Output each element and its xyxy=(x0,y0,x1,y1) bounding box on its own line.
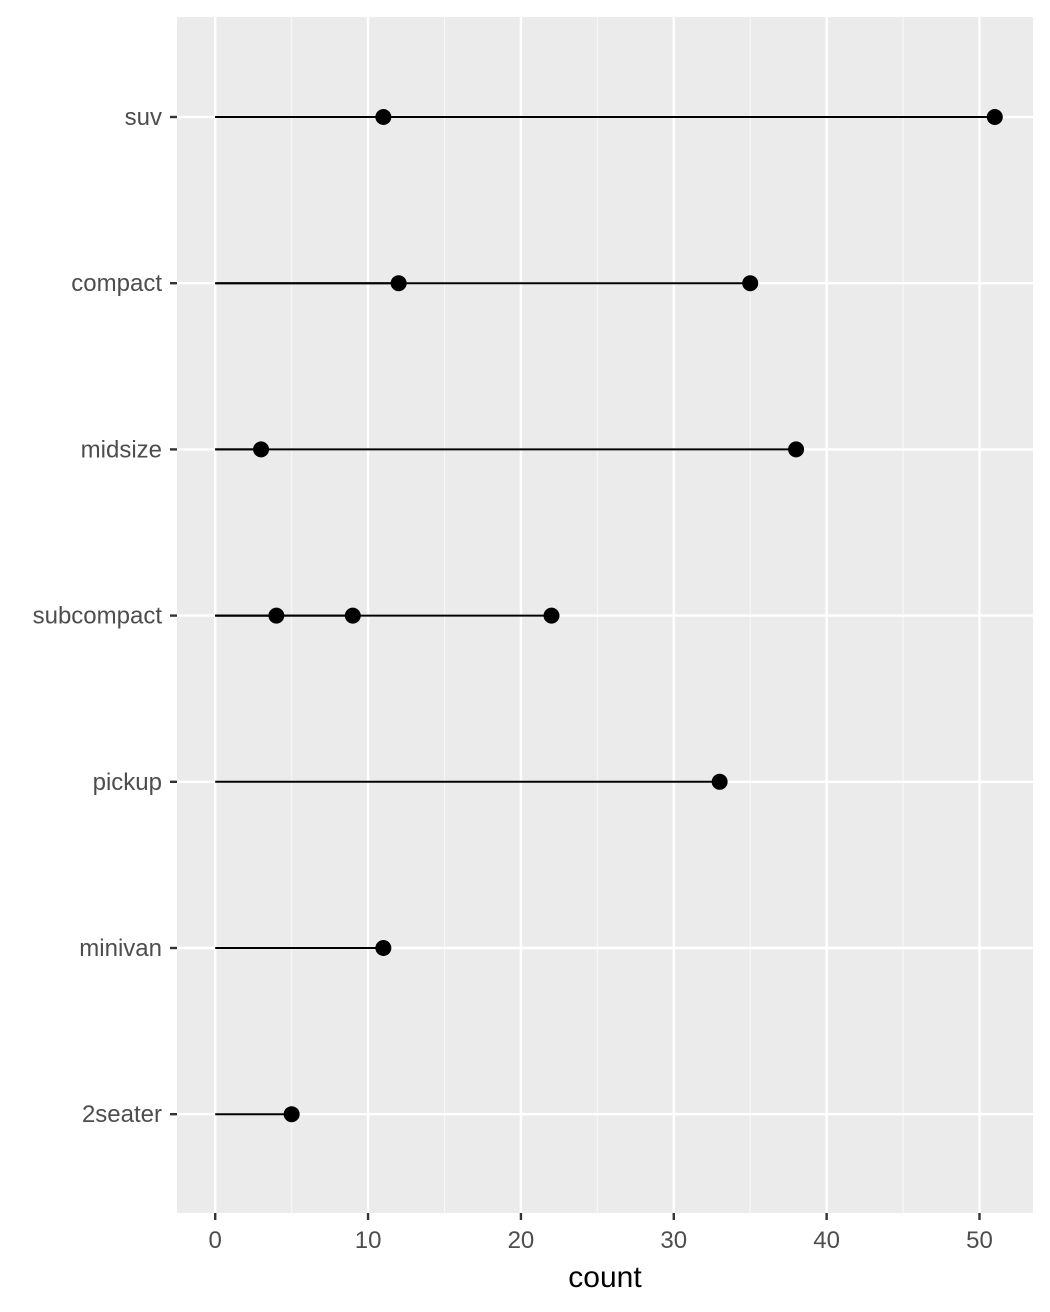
x-tick-label: 10 xyxy=(355,1227,382,1254)
y-tick-label: minivan xyxy=(79,935,162,962)
y-tick-label: suv xyxy=(125,104,162,131)
mark-layer xyxy=(215,109,1003,1123)
lollipop-point xyxy=(253,441,270,458)
x-axis-title: count xyxy=(568,1261,642,1294)
lollipop-point xyxy=(986,109,1003,125)
y-tick-label: midsize xyxy=(81,436,162,463)
x-tick-label: 0 xyxy=(209,1227,222,1254)
lollipop-point xyxy=(390,275,407,292)
lollipop-point xyxy=(375,940,392,956)
lollipop-point xyxy=(742,275,759,292)
x-tick-label: 30 xyxy=(660,1227,687,1254)
lollipop-point xyxy=(283,1106,300,1123)
lollipop-point xyxy=(375,109,392,125)
x-tick-label: 50 xyxy=(966,1227,993,1254)
lollipop-point xyxy=(543,607,560,624)
lollipop-point xyxy=(344,607,361,624)
x-tick-label: 40 xyxy=(813,1227,840,1254)
y-tick-label: pickup xyxy=(93,769,162,796)
y-tick-label: compact xyxy=(71,270,162,297)
x-tick-label: 20 xyxy=(508,1227,535,1254)
lollipop-point xyxy=(711,773,728,790)
y-tick-label: 2seater xyxy=(82,1101,162,1128)
axis-layer: suv compact midsize subcompact pickup minivan… xyxy=(33,104,993,1254)
y-tick-label: subcompact xyxy=(33,603,163,630)
lollipop-point xyxy=(788,441,805,458)
lollipop-point xyxy=(268,607,285,624)
